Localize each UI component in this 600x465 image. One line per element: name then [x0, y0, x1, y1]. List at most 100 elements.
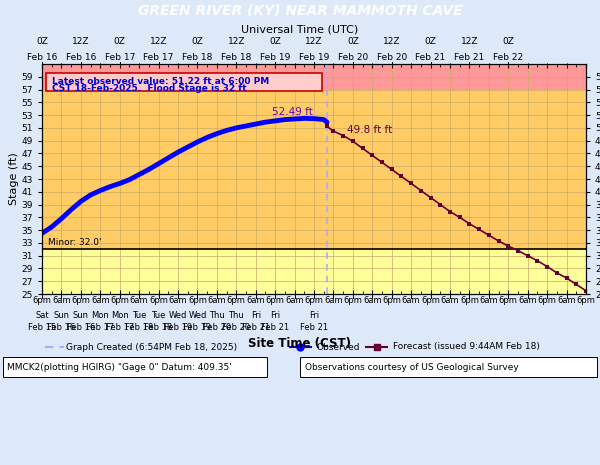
Text: GREEN RIVER (KY) NEAR MAMMOTH CAVE: GREEN RIVER (KY) NEAR MAMMOTH CAVE — [137, 4, 463, 18]
Text: 12Z: 12Z — [150, 37, 167, 46]
Text: 12Z: 12Z — [227, 37, 245, 46]
Text: 0Z: 0Z — [36, 37, 48, 46]
Text: Fri: Fri — [270, 311, 280, 320]
Text: Feb 17: Feb 17 — [143, 53, 174, 61]
Text: 6pm: 6pm — [227, 296, 246, 305]
Text: Graph Created (6:54PM Feb 18, 2025): Graph Created (6:54PM Feb 18, 2025) — [67, 343, 238, 352]
Text: Feb 19: Feb 19 — [260, 53, 290, 61]
Text: 6pm: 6pm — [382, 296, 401, 305]
Text: Sun: Sun — [73, 311, 89, 320]
Bar — [46, 73, 322, 91]
Text: Feb 21: Feb 21 — [454, 53, 485, 61]
Text: 6pm: 6pm — [110, 296, 129, 305]
Text: Mon: Mon — [91, 311, 109, 320]
Text: Feb 17: Feb 17 — [106, 323, 134, 332]
Text: Fri: Fri — [309, 311, 319, 320]
Text: Feb 21: Feb 21 — [300, 323, 328, 332]
Text: Feb 21: Feb 21 — [242, 323, 270, 332]
Text: 6am: 6am — [130, 296, 148, 305]
Text: Feb 16: Feb 16 — [65, 53, 96, 61]
Text: Mon: Mon — [111, 311, 128, 320]
Text: 12Z: 12Z — [72, 37, 89, 46]
Text: Minor: 32.0': Minor: 32.0' — [48, 239, 102, 247]
Text: 0Z: 0Z — [347, 37, 359, 46]
Text: Latest observed value: 51.22 ft at 6:00 PM: Latest observed value: 51.22 ft at 6:00 … — [52, 77, 269, 86]
Text: 52.49 ft: 52.49 ft — [272, 107, 313, 117]
Text: Feb 20: Feb 20 — [222, 323, 250, 332]
Text: Observed: Observed — [317, 343, 360, 352]
Text: Fri: Fri — [251, 311, 261, 320]
Text: 6pm: 6pm — [538, 296, 557, 305]
Text: Feb 18: Feb 18 — [221, 53, 251, 61]
Text: Sun: Sun — [53, 311, 70, 320]
Text: Observations courtesy of US Geological Survey: Observations courtesy of US Geological S… — [305, 363, 518, 372]
Text: Forecast (issued 9:44AM Feb 18): Forecast (issued 9:44AM Feb 18) — [393, 343, 540, 352]
Text: Feb 15: Feb 15 — [28, 323, 56, 332]
Text: Thu: Thu — [209, 311, 225, 320]
Text: Wed: Wed — [188, 311, 206, 320]
Text: 12Z: 12Z — [383, 37, 400, 46]
Text: 6am: 6am — [402, 296, 421, 305]
Y-axis label: Stage (ft): Stage (ft) — [8, 153, 19, 206]
Text: 6pm: 6pm — [499, 296, 518, 305]
Text: 49.8 ft ft: 49.8 ft ft — [347, 125, 392, 135]
Text: 6am: 6am — [479, 296, 498, 305]
Text: Feb 17: Feb 17 — [86, 323, 115, 332]
Text: Feb 16: Feb 16 — [27, 53, 57, 61]
Text: Sat: Sat — [35, 311, 49, 320]
Text: Feb 21: Feb 21 — [261, 323, 289, 332]
Text: 6am: 6am — [169, 296, 187, 305]
Text: 0Z: 0Z — [502, 37, 514, 46]
Text: Tue: Tue — [151, 311, 166, 320]
Text: 6am: 6am — [208, 296, 226, 305]
Text: Feb 17: Feb 17 — [104, 53, 135, 61]
Text: Feb 19: Feb 19 — [184, 323, 211, 332]
Text: Feb 16: Feb 16 — [67, 323, 95, 332]
Text: 6pm: 6pm — [71, 296, 90, 305]
Text: Thu: Thu — [229, 311, 244, 320]
Text: Site Time (CST): Site Time (CST) — [248, 337, 352, 350]
Text: 6am: 6am — [557, 296, 576, 305]
Text: Feb 22: Feb 22 — [493, 53, 523, 61]
Text: 6am: 6am — [440, 296, 460, 305]
Bar — [42, 90, 586, 249]
Text: Feb 18: Feb 18 — [145, 323, 173, 332]
Text: Feb 20: Feb 20 — [377, 53, 407, 61]
Text: 6am: 6am — [518, 296, 537, 305]
Text: Feb 21: Feb 21 — [415, 53, 446, 61]
Bar — [42, 249, 586, 294]
Bar — [3, 357, 267, 377]
Text: Feb 19: Feb 19 — [164, 323, 192, 332]
Text: MMCK2(plotting HGIRG) "Gage 0" Datum: 409.35': MMCK2(plotting HGIRG) "Gage 0" Datum: 40… — [7, 363, 232, 372]
Text: 6pm: 6pm — [421, 296, 440, 305]
Text: 6pm: 6pm — [266, 296, 284, 305]
Text: 6pm: 6pm — [188, 296, 207, 305]
Text: Feb 20: Feb 20 — [203, 323, 231, 332]
Text: Feb 18: Feb 18 — [182, 53, 212, 61]
Text: 6am: 6am — [247, 296, 265, 305]
Text: 6am: 6am — [363, 296, 382, 305]
Text: 6pm: 6pm — [305, 296, 323, 305]
Text: Feb 18: Feb 18 — [125, 323, 153, 332]
Text: 12Z: 12Z — [305, 37, 323, 46]
Text: 0Z: 0Z — [114, 37, 125, 46]
Text: 6am: 6am — [91, 296, 110, 305]
Text: 6am: 6am — [285, 296, 304, 305]
Bar — [300, 357, 597, 377]
Text: Feb 16: Feb 16 — [47, 323, 76, 332]
Text: 6pm: 6pm — [460, 296, 479, 305]
Text: Universal Time (UTC): Universal Time (UTC) — [241, 24, 359, 34]
Text: CST 18-Feb-2025.  Flood Stage is 32 ft: CST 18-Feb-2025. Flood Stage is 32 ft — [52, 84, 247, 93]
Text: Feb 20: Feb 20 — [338, 53, 368, 61]
Text: 12Z: 12Z — [461, 37, 478, 46]
Text: Wed: Wed — [169, 311, 187, 320]
Bar — [42, 64, 586, 90]
Text: Feb 19: Feb 19 — [299, 53, 329, 61]
Text: 6pm: 6pm — [343, 296, 362, 305]
Text: 0Z: 0Z — [425, 37, 437, 46]
Text: 6pm: 6pm — [149, 296, 168, 305]
Text: 6pm: 6pm — [32, 296, 52, 305]
Text: 6am: 6am — [324, 296, 343, 305]
Text: 6pm: 6pm — [577, 296, 595, 305]
Text: Tue: Tue — [132, 311, 146, 320]
